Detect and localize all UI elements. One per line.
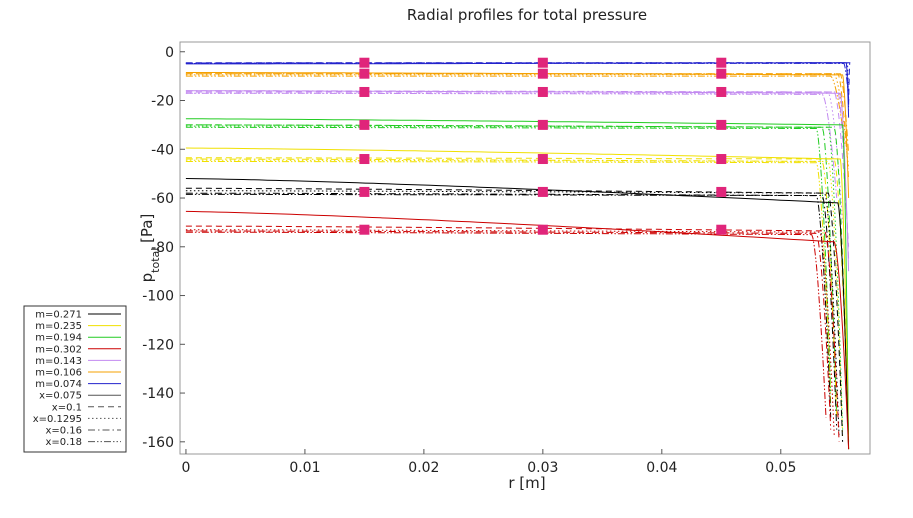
y-tick-label: -120 bbox=[142, 337, 174, 353]
data-marker bbox=[716, 57, 727, 68]
series-line bbox=[185, 147, 850, 450]
series-line bbox=[185, 225, 840, 442]
series-line bbox=[185, 62, 850, 101]
data-marker bbox=[716, 119, 727, 130]
legend-label: m=0.235 bbox=[35, 321, 82, 332]
y-tick-label: 0 bbox=[165, 45, 174, 61]
y-tick-label: -100 bbox=[142, 289, 174, 305]
series-line bbox=[185, 90, 850, 272]
series-layer bbox=[185, 62, 851, 450]
data-marker bbox=[537, 68, 548, 79]
y-tick-label: -20 bbox=[151, 94, 174, 110]
series-line bbox=[185, 230, 832, 430]
data-marker bbox=[359, 57, 370, 68]
legend-label: m=0.302 bbox=[35, 344, 82, 355]
legend-label: m=0.074 bbox=[35, 379, 82, 390]
series-line bbox=[185, 62, 850, 99]
series-line bbox=[185, 92, 838, 199]
data-marker bbox=[537, 154, 548, 165]
y-axis-label-main: p bbox=[138, 273, 156, 283]
legend-label: m=0.271 bbox=[35, 310, 82, 321]
series-line bbox=[185, 118, 850, 450]
data-marker bbox=[716, 224, 727, 235]
data-marker bbox=[537, 57, 548, 68]
data-marker bbox=[716, 86, 727, 97]
data-marker bbox=[359, 68, 370, 79]
legend-label: m=0.106 bbox=[35, 368, 82, 379]
series-line bbox=[185, 210, 850, 450]
x-tick-label: 0 bbox=[181, 460, 190, 476]
x-tick-label: 0.05 bbox=[765, 460, 796, 476]
series-line bbox=[185, 157, 850, 447]
data-marker bbox=[359, 224, 370, 235]
series-line bbox=[185, 75, 846, 145]
legend-label: x=0.075 bbox=[39, 391, 82, 402]
x-tick-label: 0.02 bbox=[408, 460, 439, 476]
y-tick-label: -60 bbox=[151, 191, 174, 207]
data-marker bbox=[359, 154, 370, 165]
marker-layer bbox=[359, 57, 727, 235]
legend-label: x=0.18 bbox=[45, 437, 82, 448]
data-marker bbox=[537, 186, 548, 197]
legend-label: m=0.143 bbox=[35, 356, 82, 367]
plot-area bbox=[179, 41, 871, 455]
series-line bbox=[185, 73, 850, 169]
y-axis-label-sub: total bbox=[149, 248, 162, 273]
series-line bbox=[185, 73, 850, 155]
data-marker bbox=[537, 119, 548, 130]
data-marker bbox=[716, 186, 727, 197]
legend-label: x=0.1295 bbox=[33, 414, 82, 425]
data-marker bbox=[359, 86, 370, 97]
series-line bbox=[185, 229, 835, 437]
x-axis: 0 0.01 0.02 0.03 0.04 0.05 bbox=[181, 449, 796, 476]
x-tick-label: 0.04 bbox=[646, 460, 677, 476]
series-line bbox=[185, 92, 844, 223]
x-axis-label: r [m] bbox=[508, 474, 545, 492]
legend-label: x=0.1 bbox=[52, 402, 82, 413]
data-marker bbox=[537, 224, 548, 235]
x-tick-label: 0.01 bbox=[289, 460, 320, 476]
y-tick-label: -140 bbox=[142, 386, 174, 402]
data-marker bbox=[359, 186, 370, 197]
data-marker bbox=[537, 86, 548, 97]
y-tick-label: -160 bbox=[142, 435, 174, 451]
data-marker bbox=[716, 154, 727, 165]
series-line bbox=[185, 62, 850, 111]
data-marker bbox=[359, 119, 370, 130]
data-marker bbox=[716, 68, 727, 79]
series-line bbox=[185, 158, 838, 418]
legend-box bbox=[23, 305, 127, 453]
series-line bbox=[185, 190, 840, 437]
legend-label: x=0.16 bbox=[45, 426, 82, 437]
series-line bbox=[185, 159, 844, 437]
x-tick-label: 0.03 bbox=[527, 460, 558, 476]
series-line bbox=[185, 125, 844, 430]
legend-label: m=0.194 bbox=[35, 333, 82, 344]
y-axis-label: ptotal [Pa] bbox=[138, 214, 162, 283]
y-axis-label-unit: [Pa] bbox=[138, 214, 156, 248]
legend: m=0.271m=0.235m=0.194m=0.302m=0.143m=0.1… bbox=[23, 305, 127, 453]
series-line bbox=[185, 90, 850, 260]
y-axis: 0 -20 -40 -60 -80 -100 -120 -140 -160 bbox=[142, 45, 185, 451]
chart-title: Radial profiles for total pressure bbox=[407, 6, 647, 24]
series-line bbox=[185, 187, 844, 442]
y-tick-label: -80 bbox=[151, 240, 174, 256]
series-line bbox=[185, 124, 838, 418]
y-tick-label: -40 bbox=[151, 142, 174, 158]
series-line bbox=[185, 91, 850, 247]
